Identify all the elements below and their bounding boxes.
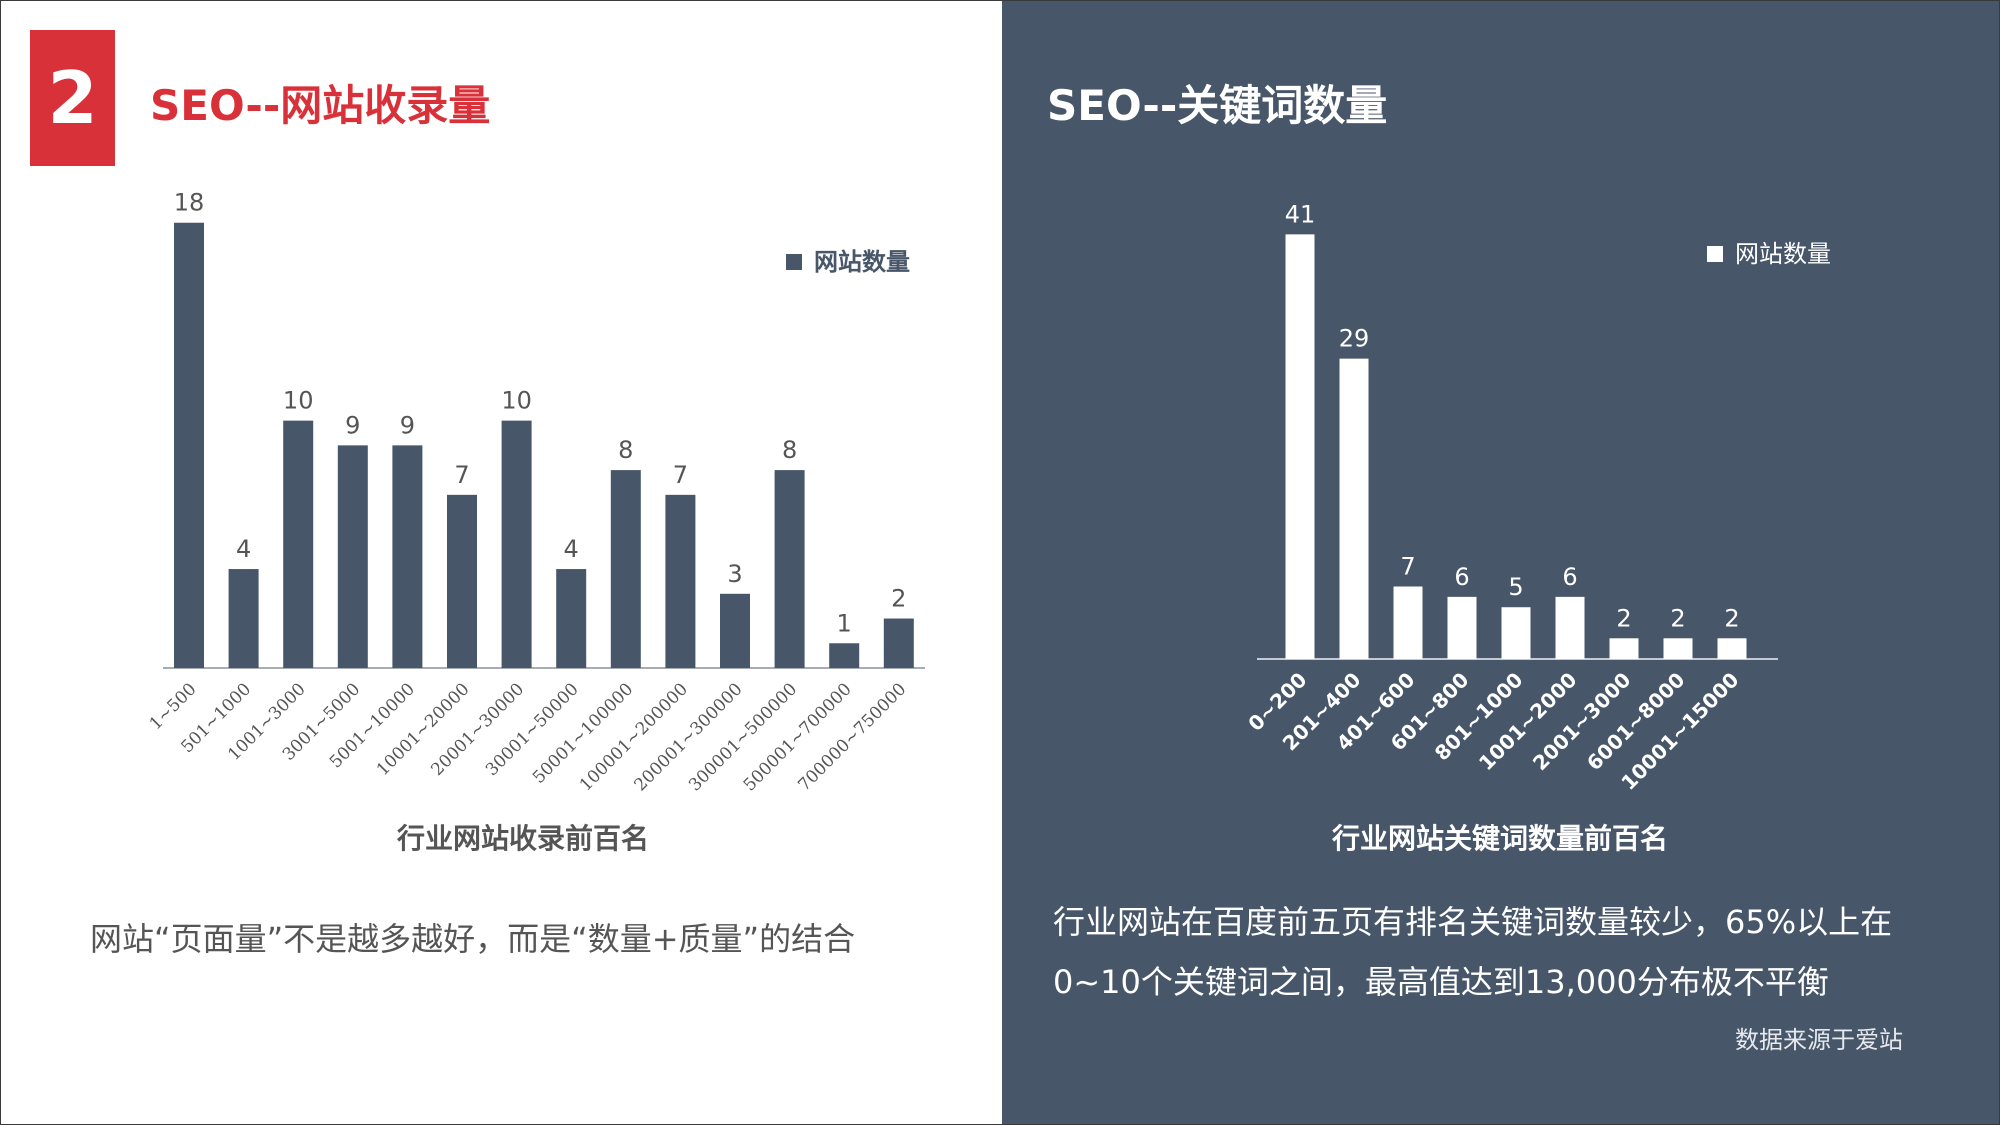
data-label: 4 xyxy=(564,535,579,563)
data-label: 8 xyxy=(618,436,633,464)
index-count-chart: 181~5004501~1000101001~300093001~5000950… xyxy=(146,189,925,855)
bar xyxy=(665,494,696,668)
bar xyxy=(174,222,204,668)
data-label: 9 xyxy=(345,411,360,439)
left-description: 网站“页面量”不是越多越好，而是“数量+质量”的结合 xyxy=(90,920,856,958)
bar xyxy=(1555,596,1585,659)
data-label: 3 xyxy=(727,560,742,588)
bar xyxy=(228,569,259,668)
bar xyxy=(774,470,805,668)
bar xyxy=(883,618,914,668)
bar xyxy=(337,445,368,668)
data-source-note: 数据来源于爱站 xyxy=(1735,1026,1903,1054)
data-label: 6 xyxy=(1454,563,1469,591)
right-panel xyxy=(1002,0,2000,1125)
right-description: 行业网站在百度前五页有排名关键词数量较少，65%以上在 0~10个关键词之间，最… xyxy=(1053,892,1953,1012)
data-label: 7 xyxy=(673,461,688,489)
legend-swatch xyxy=(1707,246,1723,262)
data-label: 1 xyxy=(837,609,852,637)
data-label: 8 xyxy=(782,436,797,464)
keyword-count-chart: 410~20029201~4007401~6006601~8005801~100… xyxy=(1243,200,1831,855)
bar xyxy=(283,420,314,668)
data-label: 9 xyxy=(400,411,415,439)
left-panel xyxy=(0,0,1002,1125)
data-label: 2 xyxy=(1670,604,1685,632)
data-label: 6 xyxy=(1562,563,1577,591)
bar xyxy=(1339,358,1369,659)
bar xyxy=(720,593,750,668)
bar xyxy=(556,569,587,668)
legend-swatch xyxy=(786,254,802,270)
data-label: 7 xyxy=(454,461,469,489)
bar xyxy=(447,494,477,668)
data-label: 10 xyxy=(501,387,532,415)
bar xyxy=(1609,638,1639,659)
bar xyxy=(392,445,423,668)
bar xyxy=(829,643,860,668)
data-label: 41 xyxy=(1285,200,1316,228)
bar xyxy=(1663,638,1693,659)
bar xyxy=(1501,607,1531,659)
data-label: 18 xyxy=(174,189,205,217)
data-label: 2 xyxy=(891,585,906,613)
legend-label: 网站数量 xyxy=(1735,240,1831,268)
bar xyxy=(1285,234,1315,659)
legend-label: 网站数量 xyxy=(814,248,910,276)
section-number-badge: 2 xyxy=(30,30,115,166)
data-label: 2 xyxy=(1616,604,1631,632)
bar xyxy=(501,420,532,668)
x-axis-title: 行业网站关键词数量前百名 xyxy=(1331,822,1668,855)
data-label: 10 xyxy=(283,387,314,415)
bar xyxy=(610,470,641,668)
data-label: 2 xyxy=(1724,604,1739,632)
data-label: 5 xyxy=(1508,573,1523,601)
bar xyxy=(1393,586,1423,659)
x-axis-title: 行业网站收录前百名 xyxy=(396,822,649,855)
data-label: 7 xyxy=(1400,553,1415,581)
bar xyxy=(1717,638,1747,659)
data-label: 29 xyxy=(1339,325,1370,353)
right-title: SEO--关键词数量 xyxy=(1047,81,1388,130)
data-label: 4 xyxy=(236,535,251,563)
right-description-line-1: 行业网站在百度前五页有排名关键词数量较少，65%以上在 xyxy=(1053,903,1893,941)
right-description-line-2: 0~10个关键词之间，最高值达到13,000分布极不平衡 xyxy=(1053,963,1829,1001)
left-title: SEO--网站收录量 xyxy=(150,81,491,130)
bar xyxy=(1447,596,1477,659)
